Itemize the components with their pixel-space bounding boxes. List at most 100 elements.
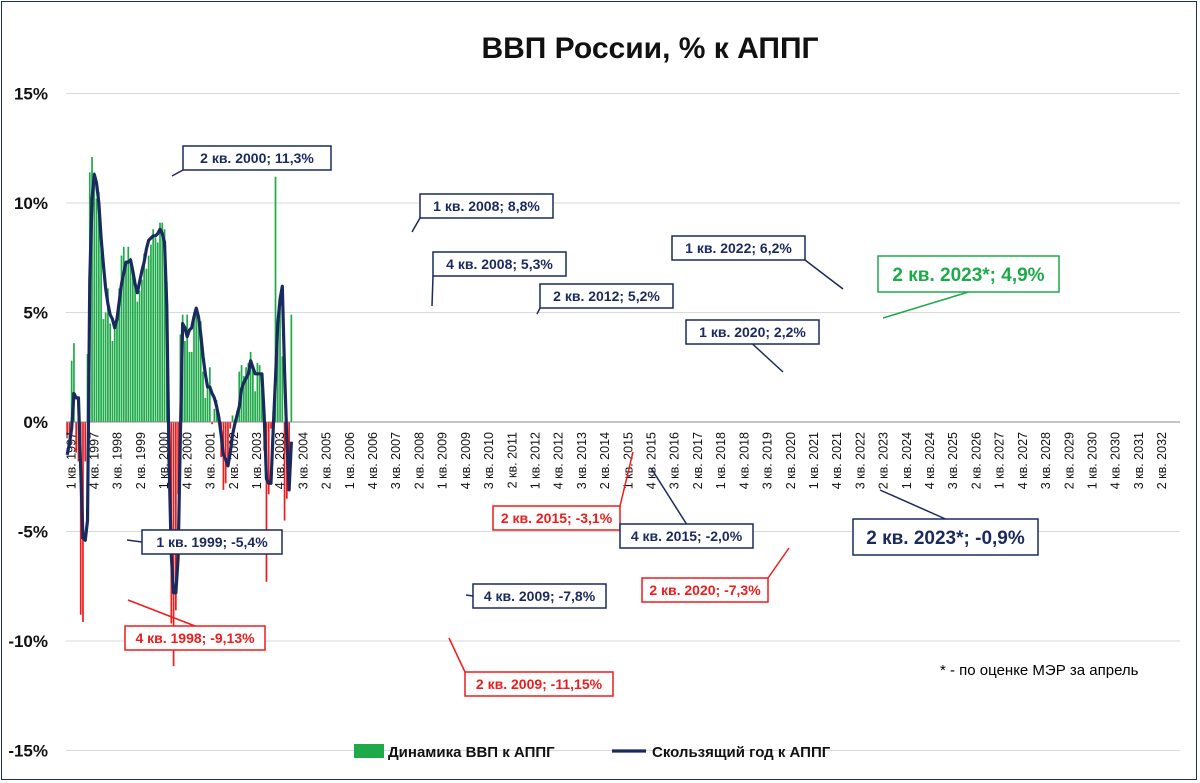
callout-leader <box>411 217 421 233</box>
x-tick-label: 2 кв. 2020 <box>784 432 798 489</box>
callout-leader <box>536 307 541 315</box>
x-tick-label: 2 кв. 2014 <box>598 432 612 489</box>
callout-box <box>492 505 621 531</box>
bar <box>206 386 209 422</box>
x-tick-label: 1 кв. 2018 <box>714 432 728 489</box>
x-tick-label: 1 кв. 2006 <box>343 432 357 489</box>
x-tick-label: 2 кв. 2023 <box>877 432 891 489</box>
bar <box>104 312 107 422</box>
bar <box>229 422 232 429</box>
bar <box>290 314 293 422</box>
bar <box>163 229 166 422</box>
bar <box>116 316 118 422</box>
x-tick-label: 1 кв. 2024 <box>900 432 914 489</box>
bar <box>156 242 159 422</box>
bar <box>197 314 200 422</box>
bar <box>213 408 216 422</box>
callout-leader <box>431 275 434 307</box>
callout-leader <box>804 259 844 290</box>
chart-title: ВВП России, % к АППГ <box>481 32 818 65</box>
bar <box>118 288 121 422</box>
bar <box>231 415 234 422</box>
bar <box>193 312 195 422</box>
bar <box>245 367 247 422</box>
bar <box>107 288 109 422</box>
x-tick-label: 4 кв. 2006 <box>366 432 380 489</box>
callout-box <box>671 235 806 261</box>
bar <box>66 422 68 436</box>
bar <box>159 222 161 422</box>
bar <box>131 270 134 422</box>
bar <box>75 422 78 453</box>
bar <box>141 279 143 422</box>
x-tick-label: 3 кв. 2031 <box>1132 432 1146 489</box>
x-tick-label: 3 кв. 2004 <box>296 432 310 489</box>
bar <box>177 422 179 495</box>
bar <box>152 229 155 422</box>
callout-label: 2 кв. 2012; 5,2% <box>553 288 660 304</box>
bar <box>254 391 256 422</box>
callout-label: 4 кв. 2015; -2,0% <box>631 528 743 544</box>
bar <box>265 422 268 582</box>
bar <box>113 327 116 422</box>
callout-leader <box>465 594 474 597</box>
bar <box>242 376 245 422</box>
bar <box>134 286 136 422</box>
bar <box>68 422 71 440</box>
callout-box <box>419 193 554 219</box>
callout-box <box>877 255 1060 293</box>
callout-leader <box>882 291 969 319</box>
callout-label: 2 кв. 2023*; -0,9% <box>866 528 1025 549</box>
callout-leader <box>879 489 946 520</box>
x-tick-label: 1 кв. 2003 <box>250 432 264 489</box>
callout-label: 1 кв. 2008; 8,8% <box>433 198 540 214</box>
callout-box <box>641 577 769 603</box>
callout-label: 2 кв. 2009; -11,15% <box>476 676 603 692</box>
x-tick-label: 2 кв. 2029 <box>1062 432 1076 489</box>
y-tick-label: -10% <box>8 632 48 651</box>
callout-label: 2 кв. 2000; 11,3% <box>200 150 314 166</box>
x-tick-label: 3 кв. 2001 <box>204 432 218 489</box>
callout-box <box>464 671 614 697</box>
callout-leader <box>448 637 466 673</box>
callout-label: 2 кв. 2020; -7,3% <box>649 582 761 598</box>
bar <box>186 314 189 422</box>
bar <box>79 422 82 615</box>
callout-leader <box>751 343 784 373</box>
x-tick-label: 4 кв. 2021 <box>830 432 844 489</box>
legend-bar-swatch <box>354 744 384 758</box>
bar <box>208 367 211 422</box>
bar <box>129 257 132 422</box>
x-tick-label: 3 кв. 2016 <box>668 432 682 489</box>
bar <box>154 238 157 422</box>
y-tick-label: 10% <box>14 194 48 213</box>
x-tick-label: 2 кв. 2011 <box>505 432 519 488</box>
bar <box>100 231 102 422</box>
bar <box>145 268 148 422</box>
callout-label: 2 кв. 2015; -3,1% <box>501 510 613 526</box>
bar <box>150 244 152 422</box>
x-tick-label: 1 кв. 2030 <box>1085 432 1099 489</box>
bar <box>93 172 96 422</box>
callout-leader <box>767 547 790 579</box>
x-tick-label: 3 кв. 2019 <box>761 432 775 489</box>
x-tick-label: 2 кв. 1999 <box>134 432 148 489</box>
bar <box>281 356 284 422</box>
bar <box>147 255 150 422</box>
bar <box>138 290 141 422</box>
callout-box <box>432 251 567 277</box>
bar <box>120 255 123 422</box>
x-tick-label: 2 кв. 2032 <box>1155 432 1169 489</box>
bar <box>211 422 213 425</box>
y-tick-label: 15% <box>14 85 48 104</box>
bar <box>274 176 277 422</box>
x-tick-label: 4 кв. 2012 <box>552 432 566 489</box>
bar <box>202 371 204 422</box>
bar <box>195 310 198 422</box>
x-tick-label: 4 кв. 2018 <box>737 432 751 489</box>
callout-leader <box>619 451 634 507</box>
callout-box <box>685 319 820 345</box>
callout-label: 1 кв. 2020; 2,2% <box>699 324 806 340</box>
